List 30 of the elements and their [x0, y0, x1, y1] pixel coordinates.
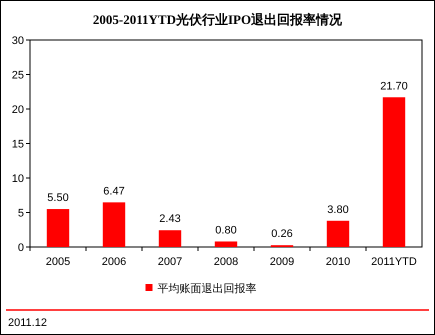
- chart-title: 2005-2011YTD光伏行业IPO退出回报率情况: [92, 12, 344, 27]
- y-tick-label: 15: [12, 138, 24, 150]
- y-tick-label: 30: [12, 35, 24, 47]
- bar: [326, 220, 350, 247]
- data-label: 0.26: [271, 228, 293, 240]
- data-label: 2.43: [159, 213, 181, 226]
- bar: [102, 202, 126, 247]
- data-label: 5.50: [47, 192, 69, 204]
- bar: [46, 209, 70, 247]
- x-tick-label: 2010: [326, 256, 350, 268]
- bar: [158, 230, 182, 247]
- x-tick-label: 2007: [158, 256, 182, 268]
- x-tick-label: 2009: [270, 256, 294, 268]
- y-tick-label: 5: [18, 208, 24, 220]
- data-label: 3.80: [327, 204, 349, 216]
- y-tick-label: 20: [12, 104, 24, 116]
- data-label: 0.80: [215, 224, 237, 236]
- bar: [382, 97, 406, 247]
- x-tick-label: 2011YTD: [371, 256, 417, 268]
- data-label: 21.70: [380, 80, 408, 92]
- x-tick-label: 2005: [46, 256, 70, 268]
- x-tick-label: 2008: [214, 256, 238, 268]
- y-tick-label: 10: [12, 173, 24, 185]
- y-tick-label: 0: [18, 242, 24, 254]
- data-label: 6.47: [103, 185, 125, 198]
- text: 2011.12: [8, 317, 47, 329]
- bar: [214, 241, 238, 247]
- y-tick-label: 25: [12, 70, 24, 82]
- legend-label: 平均账面退出回报率: [158, 282, 256, 295]
- x-tick-label: 2006: [102, 256, 126, 268]
